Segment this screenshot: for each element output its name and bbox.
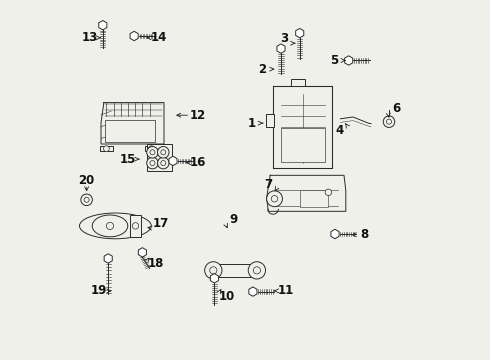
Polygon shape	[99, 21, 107, 30]
Circle shape	[210, 267, 217, 274]
Text: 20: 20	[78, 174, 95, 187]
Ellipse shape	[92, 215, 128, 237]
Text: 8: 8	[360, 228, 368, 241]
Circle shape	[81, 194, 92, 206]
Bar	[147, 144, 172, 171]
Text: 17: 17	[152, 217, 169, 230]
Polygon shape	[138, 248, 147, 257]
Bar	[281, 127, 324, 162]
Text: 2: 2	[258, 63, 267, 76]
Circle shape	[161, 150, 166, 155]
Bar	[215, 264, 256, 277]
Text: 7: 7	[264, 178, 272, 191]
Circle shape	[383, 116, 395, 127]
Text: 18: 18	[148, 257, 164, 270]
Circle shape	[325, 189, 332, 195]
Text: 4: 4	[335, 124, 343, 137]
Circle shape	[132, 222, 139, 229]
Circle shape	[148, 146, 154, 152]
Circle shape	[84, 197, 89, 202]
Circle shape	[103, 146, 109, 152]
Text: 14: 14	[150, 31, 167, 44]
Bar	[266, 114, 274, 127]
Circle shape	[161, 161, 166, 166]
Polygon shape	[130, 31, 138, 41]
Bar	[100, 146, 113, 151]
Bar	[300, 190, 328, 207]
Text: 19: 19	[91, 284, 107, 297]
Text: 9: 9	[229, 213, 238, 226]
Polygon shape	[169, 156, 177, 166]
Polygon shape	[344, 56, 353, 65]
Circle shape	[147, 147, 158, 158]
Polygon shape	[331, 229, 339, 239]
Text: 5: 5	[330, 54, 339, 67]
Text: 1: 1	[248, 117, 256, 130]
Bar	[104, 120, 155, 142]
Circle shape	[157, 147, 169, 158]
Bar	[145, 146, 158, 151]
Text: 3: 3	[280, 32, 288, 45]
Ellipse shape	[79, 213, 151, 239]
Circle shape	[205, 262, 222, 279]
Polygon shape	[210, 274, 219, 283]
Circle shape	[267, 191, 282, 207]
Text: 12: 12	[190, 109, 206, 122]
Text: 16: 16	[190, 156, 206, 169]
Circle shape	[253, 267, 261, 274]
Circle shape	[106, 222, 114, 230]
Circle shape	[387, 119, 392, 124]
Circle shape	[150, 161, 155, 166]
Polygon shape	[249, 287, 257, 296]
Text: 6: 6	[392, 102, 400, 115]
Polygon shape	[104, 254, 112, 263]
Circle shape	[271, 195, 278, 202]
Text: 10: 10	[219, 291, 235, 303]
Circle shape	[150, 150, 155, 155]
Bar	[291, 79, 305, 86]
Polygon shape	[277, 44, 285, 53]
Polygon shape	[295, 28, 304, 38]
Text: 11: 11	[277, 284, 294, 297]
Text: 15: 15	[120, 153, 136, 166]
Text: 13: 13	[81, 31, 98, 44]
Circle shape	[147, 157, 158, 169]
Bar	[130, 215, 141, 237]
Circle shape	[157, 157, 169, 169]
Circle shape	[248, 262, 266, 279]
